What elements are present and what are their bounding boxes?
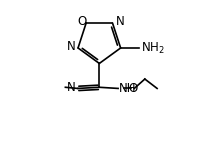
Text: O: O [78, 15, 87, 28]
Text: N: N [66, 40, 75, 53]
Text: NH$_2$: NH$_2$ [141, 40, 165, 56]
Text: O: O [128, 82, 137, 95]
Text: N: N [115, 15, 124, 28]
Text: NH: NH [119, 82, 137, 95]
Text: N: N [67, 81, 75, 94]
